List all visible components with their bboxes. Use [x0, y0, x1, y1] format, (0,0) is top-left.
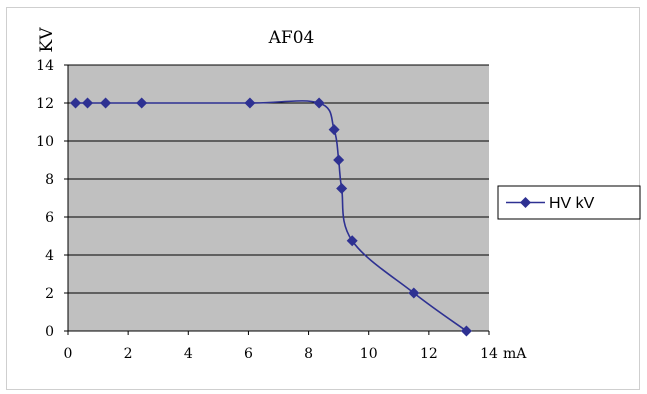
chart-title: AF04	[268, 28, 315, 48]
y-tick-label: 10	[36, 134, 54, 150]
data-point	[333, 154, 345, 166]
y-axis-label: KV	[37, 27, 57, 53]
y-tick-label: 12	[36, 96, 54, 112]
x-tick-labels: 0 2 4 6 8 10 12 14	[64, 331, 498, 362]
y-tick-label: 8	[45, 172, 54, 188]
x-tick-label: 2	[124, 346, 133, 362]
y-tick-labels: 0 2 4 6 8 10 12 14	[36, 58, 68, 340]
data-point	[346, 235, 358, 247]
legend-entry-hv-kv: HV kV	[549, 195, 595, 212]
data-point	[336, 183, 348, 194]
y-tick-label: 0	[45, 324, 54, 340]
x-tick-label: 12	[420, 346, 438, 362]
data-point	[244, 97, 256, 109]
y-tick-label: 4	[45, 248, 54, 264]
x-tick-label: 10	[360, 346, 378, 362]
data-point	[100, 97, 112, 109]
legend-marker-icon	[520, 197, 531, 208]
series-markers	[70, 97, 472, 337]
data-point	[82, 97, 94, 109]
x-axis-label: mA	[503, 346, 527, 362]
data-point	[328, 124, 340, 136]
y-tick-label: 6	[45, 210, 54, 226]
data-point	[70, 97, 82, 109]
legend: HV kV	[497, 185, 641, 220]
data-point	[408, 287, 420, 299]
y-tick-label: 2	[45, 286, 54, 302]
data-point	[136, 97, 148, 109]
x-tick-label: 6	[244, 346, 253, 362]
data-point	[313, 97, 325, 109]
x-tick-label: 8	[304, 346, 313, 362]
data-point	[460, 325, 472, 337]
x-tick-label: 0	[64, 346, 73, 362]
plot-area	[68, 65, 489, 331]
x-tick-label: 14	[480, 346, 498, 362]
x-tick-label: 4	[184, 346, 193, 362]
y-tick-label: 14	[36, 58, 54, 74]
